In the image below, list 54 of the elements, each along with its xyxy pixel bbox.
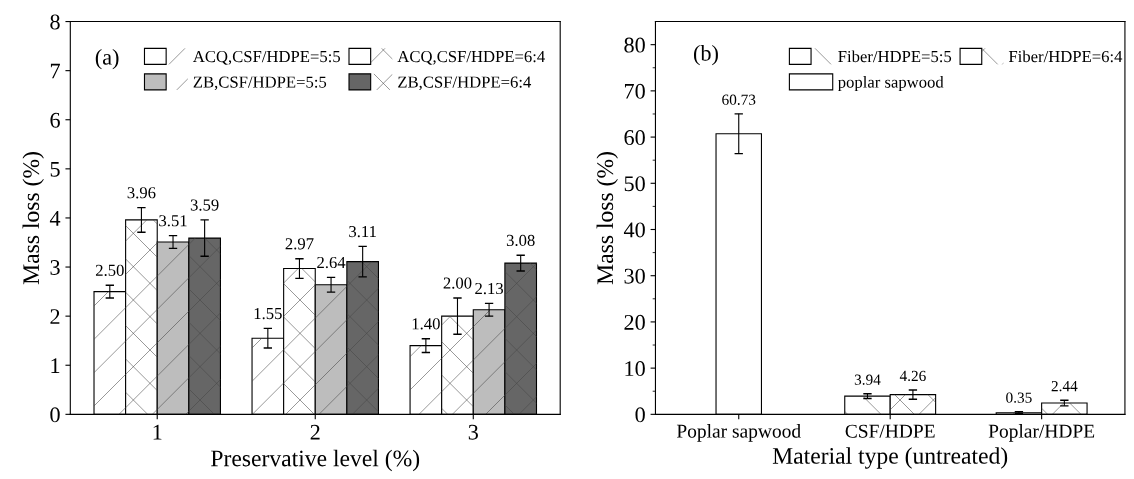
legend-label: ZB,CSF/HDPE=6:4 [398, 76, 532, 91]
y-tick-label: 3 [50, 260, 60, 275]
data-label: 3.11 [349, 225, 376, 238]
data-label: 3.08 [506, 234, 535, 247]
x-axis-title: Material type (untreated) [772, 447, 1008, 469]
y-tick-label: 10 [625, 361, 645, 377]
y-tick-label: 0 [50, 407, 60, 423]
x-tick-label: 2 [310, 424, 320, 440]
legend-label: ACQ,CSF/HDPE=6:4 [397, 50, 545, 65]
y-tick-label: 7 [50, 63, 60, 79]
y-tick-label: 80 [624, 37, 645, 53]
x-tick-label: CSF/HDPE [845, 424, 935, 438]
y-tick-label: 2 [50, 309, 60, 324]
y-tick-label: 8 [50, 14, 60, 30]
data-label: 2.64 [317, 256, 346, 269]
data-label: 2.13 [475, 282, 504, 295]
y-tick-label: 6 [50, 112, 60, 128]
y-tick-label: 20 [624, 314, 645, 330]
x-tick-label: Poplar/HDPE [988, 424, 1095, 442]
annotation: (b) [693, 45, 718, 66]
legend-label: ACQ,CSF/HDPE=5:5 [192, 50, 341, 65]
y-axis-title: Mass loss (%) [596, 152, 618, 285]
data-label: 1.40 [412, 318, 440, 330]
data-label: 4.26 [899, 370, 926, 382]
legend-label: Fiber/HDPE=5:5 [838, 50, 952, 63]
data-label: 2.44 [1051, 381, 1078, 392]
y-tick-label: 40 [623, 222, 645, 238]
y-tick-label: 30 [624, 268, 645, 284]
x-tick-label: 1 [153, 424, 162, 440]
y-tick-label: 4 [49, 211, 61, 226]
data-label: 60.73 [722, 94, 756, 105]
y-tick-label: 0 [635, 407, 645, 423]
x-axis-title: Preservative level (%) [211, 449, 420, 472]
data-label: 2.50 [95, 264, 124, 276]
data-label: 3.51 [159, 215, 187, 227]
data-label: 3.94 [854, 374, 881, 385]
data-label: 2.00 [443, 277, 472, 289]
y-tick-label: 1 [51, 358, 60, 373]
x-tick-label: Poplar sapwood [676, 424, 801, 442]
annotation: (a) [95, 49, 119, 70]
data-label: 3.96 [127, 187, 156, 199]
y-tick-label: 70 [624, 83, 645, 99]
y-tick-label: 60 [624, 130, 645, 146]
legend-label: ZB,CSF/HDPE=5:5 [193, 76, 327, 91]
data-label: 3.59 [190, 199, 219, 211]
y-tick-label: 5 [50, 162, 60, 177]
data-label: 0.35 [1006, 392, 1032, 403]
legend-label: poplar sapwood [837, 75, 944, 92]
data-label: 1.55 [254, 307, 282, 320]
x-tick-label: 3 [468, 424, 478, 440]
y-axis-title: Mass loss (%) [22, 152, 44, 285]
data-label: 2.97 [285, 238, 314, 250]
legend-label: Fiber/HDPE=6:4 [1008, 50, 1123, 63]
y-tick-label: 50 [624, 176, 645, 192]
